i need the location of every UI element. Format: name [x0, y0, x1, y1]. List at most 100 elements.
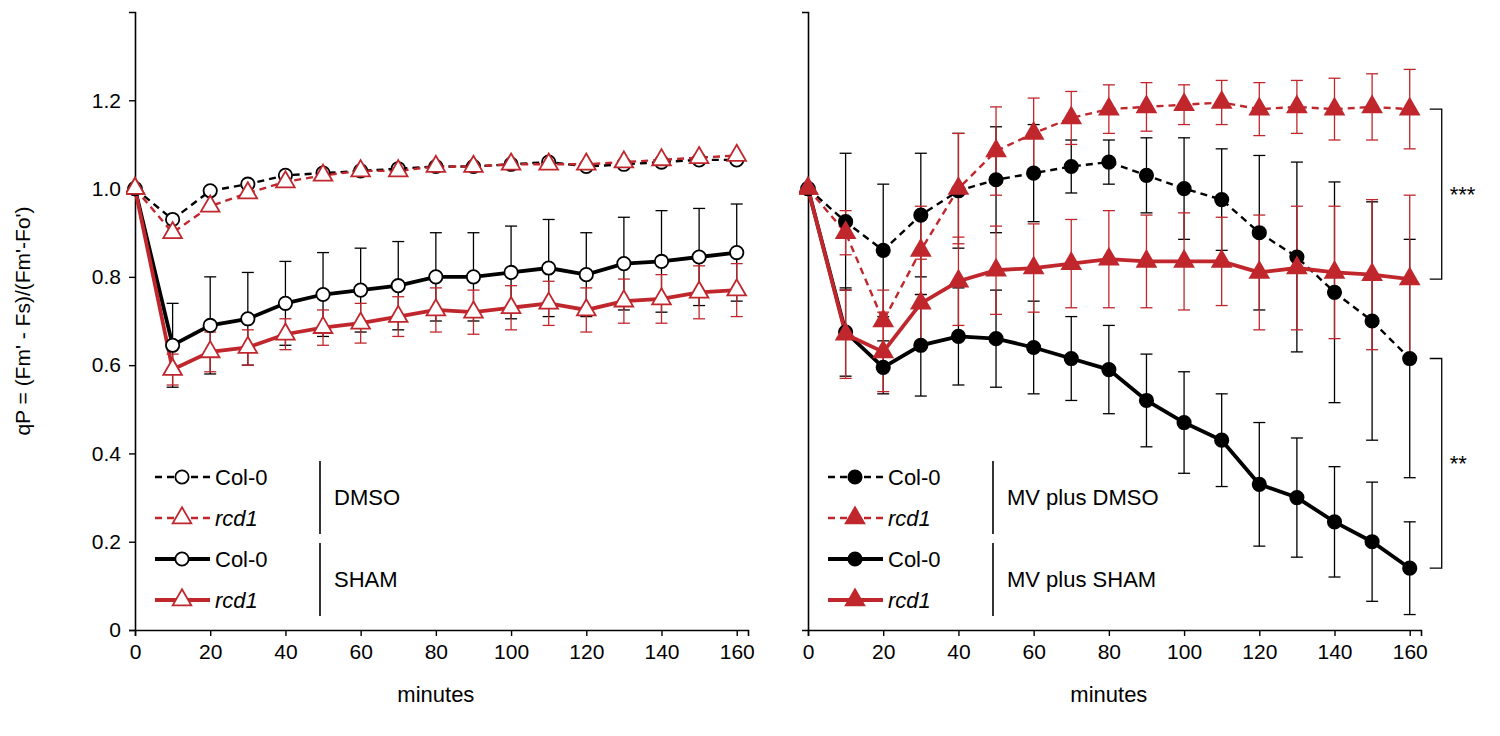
- series-line: [808, 102, 1410, 321]
- x-tick: 160: [1393, 630, 1428, 663]
- data-point: [989, 173, 1002, 186]
- error-bar-cap: [1028, 312, 1040, 313]
- data-point: [912, 240, 931, 256]
- data-point: [464, 156, 483, 172]
- data-point: [504, 266, 517, 279]
- error-bar-cap: [392, 296, 404, 297]
- error-bar-cap: [580, 287, 592, 288]
- data-point: [577, 299, 596, 315]
- data-point: [692, 250, 705, 263]
- error-bar-cap: [1366, 349, 1378, 350]
- error-bar: [1103, 140, 1115, 184]
- data-point: [652, 149, 671, 165]
- x-tick-mark: [737, 630, 738, 636]
- data-point: [392, 279, 405, 292]
- error-bar-cap: [392, 241, 404, 242]
- data-point: [539, 293, 558, 309]
- y-tick: 0: [109, 618, 135, 641]
- data-point: [1253, 226, 1266, 239]
- data-point: [1102, 155, 1115, 168]
- error-bar-cap: [1329, 78, 1341, 79]
- error-bar-cap: [1366, 481, 1378, 482]
- data-point: [1363, 264, 1382, 280]
- legend-label: rcd1: [215, 588, 258, 613]
- data-point: [730, 246, 743, 259]
- data-point: [1215, 434, 1228, 447]
- error-bar-cap: [618, 323, 630, 324]
- x-tick-label: 140: [644, 640, 679, 663]
- error-bar-cap: [731, 316, 743, 317]
- error-bar-cap: [915, 206, 927, 207]
- data-point: [652, 288, 671, 304]
- x-tick-mark: [883, 630, 884, 636]
- legend-marker: [846, 589, 865, 605]
- data-point: [239, 182, 258, 198]
- y-tick: 0.4: [92, 442, 135, 465]
- error-bar-cap: [952, 384, 964, 385]
- error-bar-cap: [1253, 214, 1265, 215]
- error-bar-cap: [279, 349, 291, 350]
- error-bar-cap: [167, 387, 179, 388]
- error-bar-cap: [840, 289, 852, 290]
- data-point: [1100, 248, 1119, 264]
- error-bar-cap: [543, 219, 555, 220]
- error-bar-cap: [693, 265, 705, 266]
- significance-bracket: [1430, 109, 1442, 279]
- error-bar-cap: [1103, 184, 1115, 185]
- x-tick: 160: [720, 630, 755, 663]
- data-point: [163, 359, 182, 375]
- x-tick-label: 140: [1317, 640, 1352, 663]
- error-bar-cap: [1404, 521, 1416, 522]
- error-bar-cap: [1103, 139, 1115, 140]
- error-bar-cap: [877, 289, 889, 290]
- data-point: [204, 319, 217, 332]
- x-tick-label: 100: [1167, 640, 1202, 663]
- error-bar: [204, 277, 216, 374]
- x-tick: 120: [1242, 630, 1277, 663]
- error-bar: [1140, 138, 1152, 213]
- legend-label: Col-0: [215, 465, 268, 490]
- data-point: [949, 271, 968, 287]
- x-tick-mark: [210, 630, 211, 636]
- series-line: [135, 189, 737, 370]
- error-bar-cap: [1291, 161, 1303, 162]
- x-tick-label: 80: [425, 640, 448, 663]
- error-bar: [1065, 317, 1077, 401]
- x-tick-mark: [1334, 630, 1335, 636]
- error-bar-cap: [915, 153, 927, 154]
- data-point: [1177, 416, 1190, 429]
- error-bar-cap: [656, 210, 668, 211]
- data-point: [354, 283, 367, 296]
- legend-group-label: MV plus SHAM: [1007, 567, 1156, 592]
- x-axis-title: minutes: [397, 682, 474, 707]
- error-bar-cap: [990, 195, 1002, 196]
- x-tick-label: 120: [569, 640, 604, 663]
- error-bar-cap: [317, 309, 329, 310]
- data-point: [1177, 182, 1190, 195]
- error-bar-cap: [1291, 437, 1303, 438]
- y-tick: 0.6: [92, 353, 135, 376]
- x-tick-mark: [586, 630, 587, 636]
- plot-area: [799, 69, 1419, 614]
- error-bar-cap: [877, 393, 889, 394]
- x-tick: 0: [803, 630, 815, 663]
- error-bar-cap: [317, 345, 329, 346]
- x-tick: 80: [1098, 630, 1121, 663]
- data-point: [1102, 363, 1115, 376]
- x-tick-label: 60: [349, 640, 372, 663]
- series-line: [135, 155, 737, 232]
- x-tick: 80: [425, 630, 448, 663]
- x-tick-mark: [1109, 630, 1110, 636]
- y-tick: 0.8: [92, 265, 135, 288]
- error-bar-cap: [1216, 217, 1228, 218]
- error-bar-cap: [1103, 325, 1115, 326]
- error-bar-cap: [1329, 576, 1341, 577]
- error-bar-cap: [242, 329, 254, 330]
- legend-group-label: SHAM: [334, 567, 398, 592]
- x-tick-mark: [1410, 630, 1411, 636]
- error-bar-cap: [167, 303, 179, 304]
- data-point: [279, 297, 292, 310]
- error-bar: [1140, 354, 1152, 447]
- y-axis: [802, 13, 809, 631]
- data-point: [615, 151, 634, 167]
